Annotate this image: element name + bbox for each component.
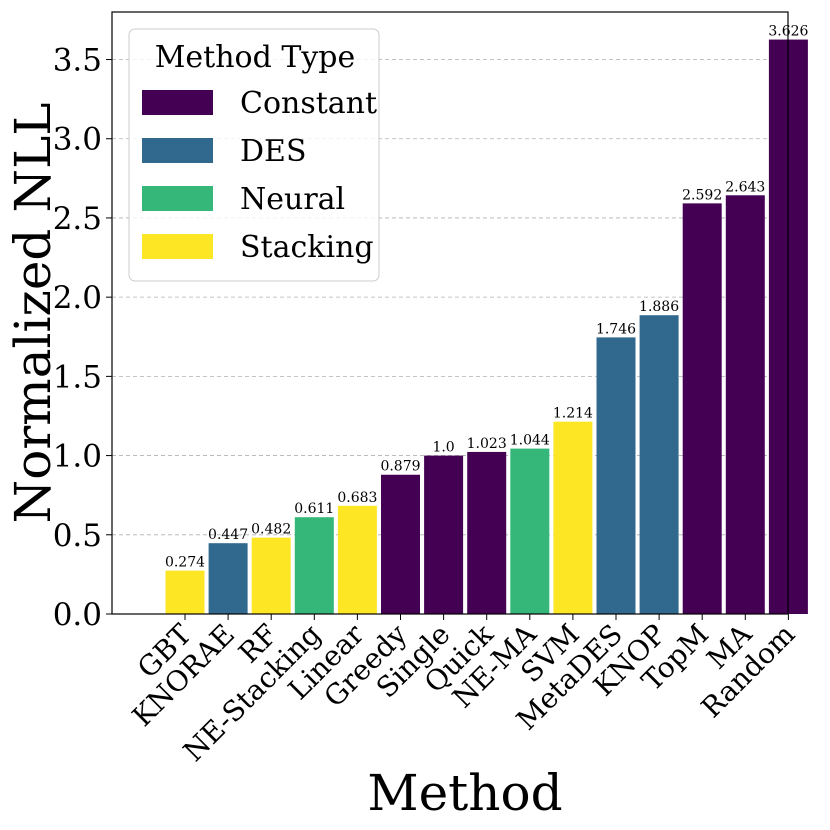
legend-title: Method Type (155, 40, 356, 75)
bar-gbt (165, 570, 205, 614)
y-tick-label: 2.5 (53, 201, 102, 237)
bar-value-label: 1.044 (510, 433, 550, 449)
bar-value-label: 0.611 (294, 501, 334, 517)
y-tick-label: 1.0 (53, 439, 102, 475)
bar-linear (337, 505, 377, 614)
bar-ne-stacking (294, 517, 334, 614)
y-tick-label: 0.5 (53, 518, 102, 554)
bar-value-label: 0.274 (165, 555, 205, 571)
y-tick-label: 0.0 (53, 597, 102, 633)
y-axis-title: Normalized NLL (4, 103, 62, 524)
legend-label-stacking: Stacking (240, 230, 374, 265)
bar-value-label: 1.214 (553, 406, 593, 422)
bar-knorae (208, 543, 248, 614)
y-tick-label: 1.5 (53, 359, 102, 395)
y-tick-label: 3.0 (53, 122, 102, 158)
legend-swatch-constant (142, 90, 213, 115)
legend-label-des: DES (240, 134, 307, 169)
y-tick-label: 2.0 (53, 280, 102, 316)
bar-metades (596, 337, 636, 614)
bar-ne-ma (510, 448, 550, 614)
bar-value-label: 1.0 (432, 440, 454, 456)
bar-single (424, 455, 464, 614)
legend-label-constant: Constant (240, 86, 377, 121)
legend-label-neural: Neural (240, 182, 345, 217)
bar-value-label: 2.592 (682, 187, 722, 203)
legend-swatch-des (142, 138, 213, 163)
legend-swatch-stacking (142, 234, 213, 259)
x-axis: GBTKNORAERFNE-StackingLinearGreedySingle… (126, 614, 801, 768)
bar-quick (467, 451, 507, 614)
bar-knop (639, 315, 679, 614)
bar-rf (251, 537, 291, 614)
bar-value-label: 1.886 (639, 299, 679, 315)
bar-value-label: 0.447 (208, 527, 248, 543)
y-axis: 0.0 0.5 1.0 1.5 2.0 2.5 3.0 3.5 (53, 43, 112, 633)
x-axis-title: Method (367, 764, 562, 822)
bar-value-label: 0.879 (380, 459, 420, 475)
plot-frame (111, 11, 789, 615)
bar-value-label: 0.482 (251, 522, 291, 538)
bar-topm (682, 203, 722, 615)
legend: Method Type Constant DES Neural Stacking (128, 28, 380, 282)
bar-greedy (381, 474, 420, 614)
bar-value-label: 0.683 (337, 490, 377, 506)
legend-swatch-neural (142, 186, 213, 211)
bar-value-label: 2.643 (725, 179, 765, 195)
bar-svm (553, 421, 593, 614)
y-tick-label: 3.5 (53, 43, 102, 79)
bar-ma (725, 195, 765, 614)
bar-value-label: 1.023 (467, 436, 507, 452)
bar-value-label: 1.746 (596, 321, 636, 337)
